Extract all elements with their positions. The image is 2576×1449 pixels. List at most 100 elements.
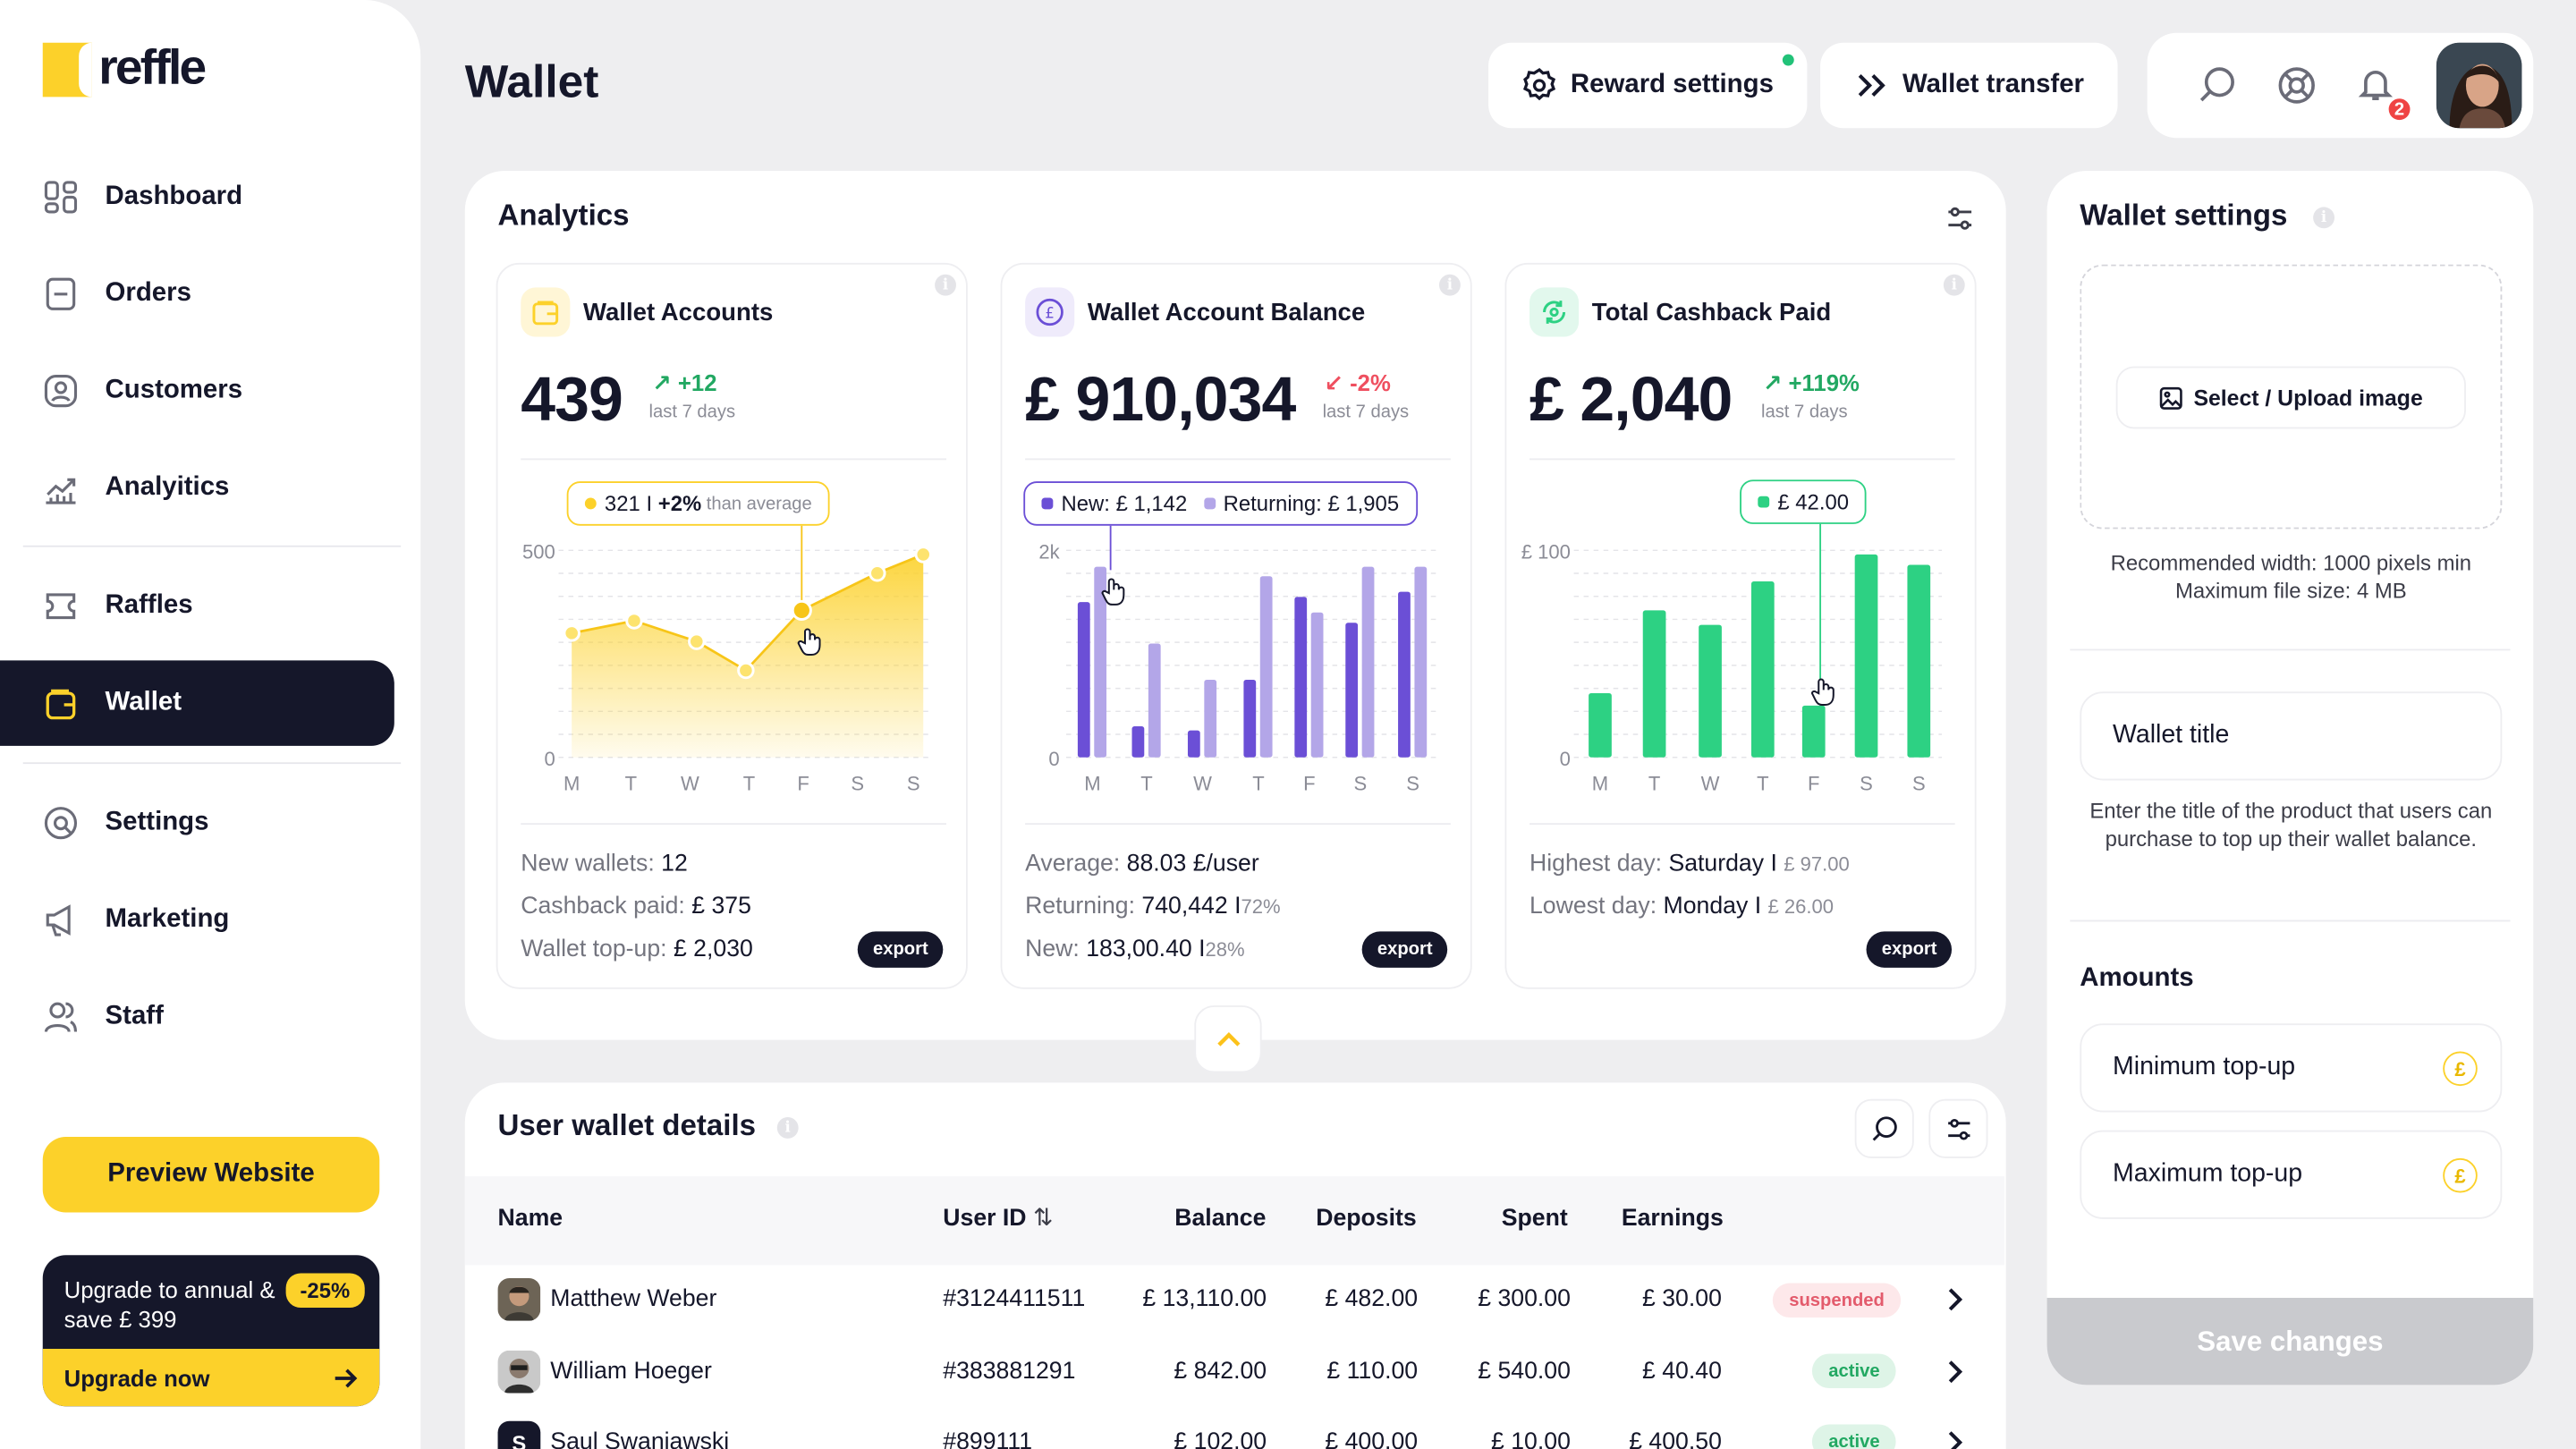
x-tick-label: F bbox=[1303, 772, 1315, 794]
bar-new bbox=[1077, 602, 1090, 758]
sidebar-item-raffles[interactable]: Raffles bbox=[0, 564, 394, 649]
save-changes-button[interactable]: Save changes bbox=[2046, 1298, 2534, 1385]
wallet-transfer-button[interactable]: Wallet transfer bbox=[1820, 42, 2117, 129]
stat-label: New wallets: bbox=[521, 851, 655, 877]
stat-sub: £ 26.00 bbox=[1767, 895, 1835, 919]
sidebar-item-marketing[interactable]: Marketing bbox=[0, 877, 394, 963]
sidebar-item-dashboard[interactable]: Dashboard bbox=[0, 155, 394, 241]
chevron-up-icon bbox=[1216, 1031, 1240, 1046]
x-tick-label: T bbox=[1140, 772, 1152, 794]
bar-returning bbox=[1259, 576, 1273, 758]
col-deposits[interactable]: Deposits bbox=[1316, 1206, 1417, 1233]
data-point bbox=[625, 612, 643, 630]
upgrade-card: Upgrade to annual & save £ 399 -25% Upgr… bbox=[42, 1255, 380, 1407]
col-balance[interactable]: Balance bbox=[1174, 1206, 1267, 1233]
export-button[interactable]: export bbox=[1867, 931, 1953, 968]
chevron-right-icon[interactable] bbox=[1944, 1431, 1967, 1449]
discount-badge: -25% bbox=[284, 1273, 365, 1309]
table-search-button[interactable] bbox=[1854, 1098, 1914, 1158]
customers-icon bbox=[43, 373, 79, 409]
sidebar-item-customers[interactable]: Customers bbox=[0, 348, 394, 434]
col-earnings[interactable]: Earnings bbox=[1621, 1206, 1724, 1233]
stat-value: 183,00.40 I bbox=[1086, 936, 1206, 963]
info-icon[interactable]: i bbox=[1943, 274, 1965, 296]
upgrade-now-button[interactable]: Upgrade now bbox=[42, 1348, 380, 1407]
minimum-topup-field[interactable]: Minimum top-up £ bbox=[2080, 1023, 2503, 1113]
delta-down: ↙ -2% bbox=[1324, 369, 1390, 397]
card-value: 439 bbox=[521, 366, 623, 436]
info-icon[interactable]: i bbox=[2313, 207, 2334, 229]
chevron-right-icon[interactable] bbox=[1944, 1288, 1967, 1311]
preview-website-button[interactable]: Preview Website bbox=[42, 1137, 380, 1213]
info-icon[interactable]: i bbox=[1438, 274, 1461, 296]
y-tick-label: 0 bbox=[1560, 748, 1571, 770]
x-tick-label: S bbox=[1912, 772, 1926, 794]
export-button[interactable]: export bbox=[858, 931, 944, 968]
status-badge: active bbox=[1811, 1353, 1896, 1389]
logo[interactable]: reffle bbox=[42, 41, 207, 97]
col-spent[interactable]: Spent bbox=[1501, 1206, 1568, 1233]
deposits: £ 482.00 bbox=[1325, 1286, 1419, 1313]
info-icon[interactable]: i bbox=[935, 274, 956, 296]
legend-dot-new bbox=[1041, 497, 1054, 510]
marketing-icon bbox=[43, 902, 79, 937]
image-dropzone[interactable] bbox=[2080, 264, 2503, 530]
x-tick-label: S bbox=[907, 772, 920, 794]
divider bbox=[2070, 919, 2511, 922]
sidebar-item-orders[interactable]: Orders bbox=[0, 251, 394, 337]
collapse-button[interactable] bbox=[1194, 1005, 1262, 1073]
export-button[interactable]: export bbox=[1362, 931, 1448, 968]
support-icon[interactable] bbox=[2277, 65, 2317, 105]
sidebar: reffle Dashboard Orders Customers Analyi… bbox=[0, 0, 421, 1449]
sidebar-item-staff[interactable]: Staff bbox=[0, 974, 394, 1060]
stat-row: Cashback paid: £ 375 bbox=[521, 886, 753, 928]
bar-returning bbox=[1094, 566, 1107, 758]
avatar bbox=[497, 1277, 541, 1321]
chevron-right-icon[interactable] bbox=[1944, 1360, 1967, 1384]
search-icon bbox=[1871, 1115, 1896, 1140]
col-name[interactable]: Name bbox=[497, 1206, 564, 1233]
card-delta-value: +119% bbox=[1788, 369, 1860, 396]
table-header bbox=[464, 1176, 2004, 1266]
card-title: Wallet Accounts bbox=[583, 298, 774, 326]
y-tick-label: 500 bbox=[522, 540, 555, 563]
bar-returning bbox=[1204, 679, 1217, 758]
sidebar-item-analytics[interactable]: Analyitics bbox=[0, 445, 394, 531]
sidebar-item-label: Customers bbox=[105, 376, 243, 404]
reward-settings-button[interactable]: Reward settings bbox=[1488, 42, 1807, 129]
col-user-id[interactable]: User ID ⇅ bbox=[943, 1206, 1053, 1232]
earnings: £ 400.50 bbox=[1629, 1428, 1722, 1449]
card-divider bbox=[1025, 458, 1451, 461]
bar-new bbox=[1294, 597, 1308, 758]
filter-icon[interactable] bbox=[1945, 204, 1975, 233]
sidebar-item-settings[interactable]: Settings bbox=[0, 780, 394, 866]
maximum-topup-field[interactable]: Maximum top-up £ bbox=[2080, 1130, 2503, 1219]
bar-new bbox=[1243, 679, 1257, 758]
user-avatar[interactable] bbox=[2436, 42, 2522, 129]
stat-value: 740,442 I bbox=[1141, 894, 1241, 920]
sidebar-item-label: Orders bbox=[105, 279, 191, 308]
upload-label: Select / Upload image bbox=[2193, 385, 2423, 411]
x-tick-label: M bbox=[564, 772, 580, 794]
bell-icon[interactable] bbox=[2356, 64, 2395, 104]
card-title: Total Cashback Paid bbox=[1591, 298, 1832, 326]
search-icon[interactable] bbox=[2199, 65, 2238, 105]
wallet-title-field[interactable]: Wallet title bbox=[2080, 691, 2503, 781]
stat-label: Wallet top-up: bbox=[521, 936, 667, 963]
table-filter-button[interactable] bbox=[1928, 1098, 1988, 1158]
upload-image-button[interactable]: Select / Upload image bbox=[2115, 366, 2466, 429]
status-dot bbox=[1782, 54, 1793, 66]
sidebar-item-wallet[interactable]: Wallet bbox=[0, 660, 394, 746]
sort-icon[interactable]: ⇅ bbox=[1032, 1206, 1054, 1233]
notification-badge: 2 bbox=[2385, 95, 2414, 123]
data-point bbox=[791, 599, 812, 621]
info-icon[interactable]: i bbox=[776, 1116, 799, 1139]
data-point bbox=[869, 564, 886, 582]
x-tick-label: M bbox=[1084, 772, 1100, 794]
pound-coin-icon: £ bbox=[2443, 1051, 2478, 1087]
card-stats: Average: 88.03 £/user Returning: 740,442… bbox=[1025, 843, 1281, 970]
bar-new bbox=[1398, 591, 1411, 758]
bar bbox=[1907, 564, 1931, 758]
bar-new bbox=[1345, 623, 1359, 758]
sidebar-divider bbox=[22, 762, 402, 765]
